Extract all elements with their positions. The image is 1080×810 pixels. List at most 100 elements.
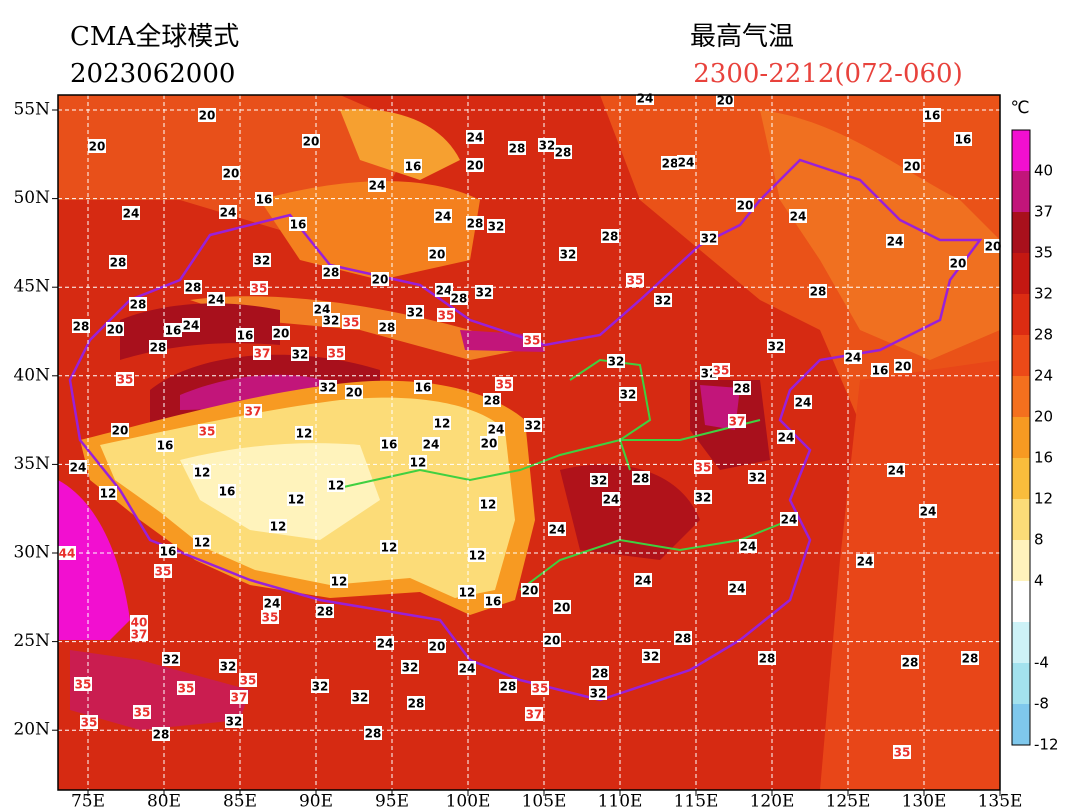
label-box [435, 283, 453, 297]
contour-label: 28 [317, 605, 334, 619]
label-box [193, 465, 211, 479]
label-box [887, 463, 905, 477]
label-box [789, 209, 807, 223]
label-box [58, 546, 76, 560]
label-box [193, 535, 211, 549]
contour-label: 24 [264, 597, 281, 611]
label-box [99, 486, 117, 500]
map-field [58, 95, 1000, 790]
colorbar-band [1012, 212, 1030, 253]
label-box [626, 273, 644, 287]
label-box [739, 539, 757, 553]
lon-label: 85E [223, 792, 257, 810]
contour-label: 35 [117, 373, 134, 387]
lon-label: 100E [446, 792, 491, 810]
label-box [198, 424, 216, 438]
contour-label: 24 [729, 582, 746, 596]
label-box [499, 679, 517, 693]
label-box [893, 745, 911, 759]
contour-label: 35 [155, 565, 172, 579]
contour-label: 35 [713, 364, 730, 378]
contour-label: 16 [955, 133, 972, 147]
lat-label: 50N [13, 188, 50, 208]
label-box [607, 354, 625, 368]
colorbar-label: 16 [1034, 449, 1053, 467]
label-box [407, 696, 425, 710]
colorbar-band [1012, 458, 1030, 499]
contour-label: 35 [343, 316, 360, 330]
label-box [525, 707, 543, 721]
contour-label: 24 [467, 131, 484, 145]
colorbar-label: 40 [1034, 162, 1053, 180]
label-box [302, 134, 320, 148]
label-box [475, 285, 493, 299]
contour-label: 32 [220, 660, 237, 674]
contour-label: 32 [591, 474, 608, 488]
contour-label: 37 [254, 347, 271, 361]
label-box [106, 322, 124, 336]
label-box [523, 333, 541, 347]
label-box [342, 315, 360, 329]
colorbar-band [1012, 581, 1030, 622]
label-box [894, 359, 912, 373]
lat-label: 20N [13, 720, 50, 740]
lon-label: 135E [978, 792, 1023, 810]
label-box [538, 138, 556, 152]
label-box [984, 239, 1002, 253]
label-box [654, 293, 672, 307]
contour-label: 35 [894, 746, 911, 760]
contour-label: 24 [678, 156, 695, 170]
contour-label: 32 [402, 661, 419, 675]
label-box [272, 326, 290, 340]
label-box [748, 470, 766, 484]
contour-label: 16 [256, 193, 273, 207]
contour-label: 16 [219, 485, 236, 499]
label-box [919, 504, 937, 518]
contour-label: 20 [89, 140, 106, 154]
contour-label: 24 [423, 438, 440, 452]
label-box [923, 108, 941, 122]
contour-label: 20 [522, 584, 539, 598]
label-box [736, 198, 754, 212]
contour-label: 32 [320, 381, 337, 395]
contour-label: 20 [904, 160, 921, 174]
contour-label: 24 [603, 493, 620, 507]
label-box [239, 673, 257, 687]
label-box [327, 346, 345, 360]
label-box [589, 686, 607, 700]
colorbar-label: 8 [1034, 531, 1044, 549]
label-box [479, 497, 497, 511]
contour-label: 16 [924, 109, 941, 123]
label-box [122, 206, 140, 220]
lat-label: 55N [13, 100, 50, 120]
lat-label: 25N [13, 631, 50, 651]
contour-label: 16 [157, 439, 174, 453]
lon-label: 80E [147, 792, 181, 810]
contour-label: 16 [160, 545, 177, 559]
contour-label: 28 [633, 472, 650, 486]
colorbar-band [1012, 335, 1030, 376]
contour-label: 12 [296, 427, 313, 441]
contour-label: 28 [73, 320, 90, 334]
label-box [401, 660, 419, 674]
label-box [949, 256, 967, 270]
contour-label: 32 [655, 294, 672, 308]
label-box [133, 705, 151, 719]
map-title: 最高气温 [690, 22, 794, 52]
contour-label: 32 [608, 355, 625, 369]
label-box [244, 404, 262, 418]
lon-label: 115E [674, 792, 719, 810]
label-box [414, 380, 432, 394]
label-box [677, 155, 695, 169]
colorbar-label: 28 [1034, 326, 1053, 344]
contour-label: 35 [75, 678, 92, 692]
label-box [428, 639, 446, 653]
model-name: CMA全球模式 [70, 22, 239, 52]
label-box [601, 229, 619, 243]
contour-label: 12 [270, 520, 287, 534]
label-box [434, 209, 452, 223]
contour-label: 12 [459, 586, 476, 600]
colorbar: 40 37 35 32 28 24 20 16 12 8 4 -4 -8 -12 [1011, 129, 1059, 754]
colorbar-band [1012, 540, 1030, 581]
